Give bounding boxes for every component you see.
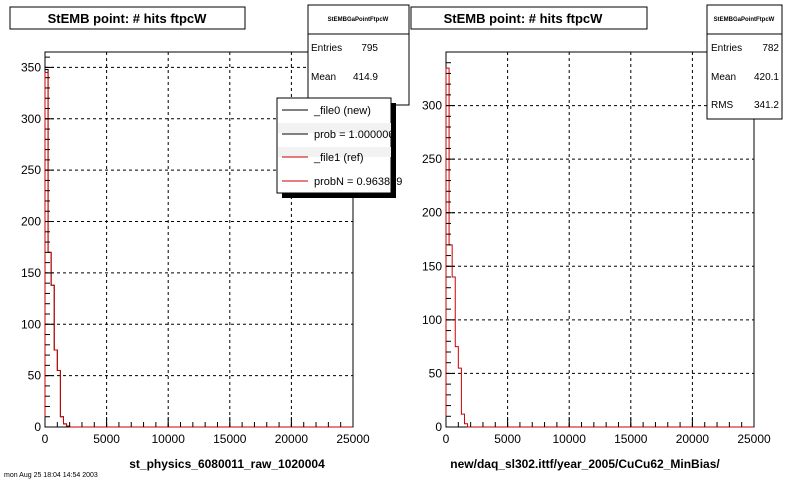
y-tick-label: 100	[21, 317, 41, 331]
right-plot-frame	[445, 51, 755, 428]
left-y-ticks: 0 50 100 150 200 250 300 350	[21, 56, 54, 434]
left-grid	[45, 52, 353, 427]
left-legend-label-2: _file1 (ref)	[313, 152, 364, 164]
right-stats-mean-label: Mean	[711, 72, 736, 83]
left-legend	[276, 97, 392, 194]
y-tick-label: 0	[34, 420, 41, 434]
x-tick-label: 0	[443, 432, 450, 446]
y-tick-label: 200	[21, 215, 41, 229]
x-tick-label: 5000	[93, 432, 120, 446]
left-x-axis-label: st_physics_6080011_raw_1020004	[129, 457, 325, 471]
right-stats-entries-value: 782	[762, 43, 779, 54]
x-tick-label: 5000	[494, 432, 521, 446]
left-legend-label-3: probN = 0.963839	[314, 176, 402, 188]
right-grid	[446, 52, 754, 427]
y-tick-label: 200	[422, 206, 442, 220]
footer-timestamp: mon Aug 25 18:04 14:54 2003	[4, 472, 98, 479]
right-series	[445, 67, 754, 428]
x-tick-label: 15000	[614, 432, 648, 446]
right-stats-box	[706, 4, 783, 120]
x-tick-label: 25000	[336, 432, 370, 446]
right-stats-mean-value: 420.1	[754, 72, 779, 83]
x-tick-label: 15000	[213, 432, 247, 446]
x-tick-label: 0	[42, 432, 49, 446]
y-tick-label: 50	[429, 366, 443, 380]
y-tick-label: 300	[21, 112, 41, 126]
left-legend-band-1	[278, 123, 391, 133]
y-tick-label: 300	[422, 99, 442, 113]
y-tick-label: 50	[28, 369, 42, 383]
right-stats-rms-label: RMS	[711, 100, 734, 111]
left-stats-entries-value: 795	[361, 43, 378, 54]
x-tick-label: 25000	[737, 432, 771, 446]
y-tick-label: 250	[422, 152, 442, 166]
x-tick-label: 20000	[676, 432, 710, 446]
y-tick-label: 150	[422, 259, 442, 273]
y-tick-label: 350	[21, 60, 41, 74]
left-legend-band-2	[278, 147, 391, 157]
x-tick-label: 10000	[553, 432, 587, 446]
right-x-axis-label: new/daq_sl302.ittf/year_2005/CuCu62_MinB…	[450, 457, 720, 471]
left-x-ticks: 0 5000 10000 15000 20000 25000	[42, 417, 370, 446]
left-title-box	[9, 6, 246, 30]
left-panel: StEMB point: # hits ftpcW 0 5000 10000 1500…	[9, 4, 410, 471]
left-stats-title: StEMBGaPointFtpcW	[328, 17, 389, 23]
left-stats-entries-label: Entries	[311, 43, 342, 54]
left-stats-mean-value: 414.9	[353, 72, 378, 83]
right-stats-entries-label: Entries	[711, 43, 742, 54]
left-stats-mean-label: Mean	[311, 72, 336, 83]
x-tick-label: 20000	[275, 432, 309, 446]
left-stats-box	[307, 4, 410, 106]
right-stats-rms-value: 341.2	[754, 100, 779, 111]
right-title-box	[410, 6, 648, 30]
left-legend-label-0: _file0 (new)	[313, 105, 371, 117]
y-tick-label: 150	[21, 266, 41, 280]
histogram-series-0	[445, 67, 754, 428]
left-chart-title: StEMB point: # hits ftpcW	[48, 11, 208, 26]
right-chart-title: StEMB point: # hits ftpcW	[444, 11, 604, 26]
y-tick-label: 100	[422, 313, 442, 327]
right-x-ticks: 0 5000 10000 15000 20000 25000	[443, 417, 771, 446]
right-stats-title: StEMBGaPointFtpcW	[714, 17, 775, 23]
right-panel: StEMB point: # hits ftpcW 0 5000 10000 1500…	[410, 4, 783, 471]
left-legend-label-1: prob = 1.000000	[314, 129, 394, 141]
y-tick-label: 250	[21, 163, 41, 177]
x-tick-label: 10000	[152, 432, 186, 446]
y-tick-label: 0	[435, 420, 442, 434]
right-y-ticks: 0 50 100 150 200 250 300	[422, 51, 455, 434]
